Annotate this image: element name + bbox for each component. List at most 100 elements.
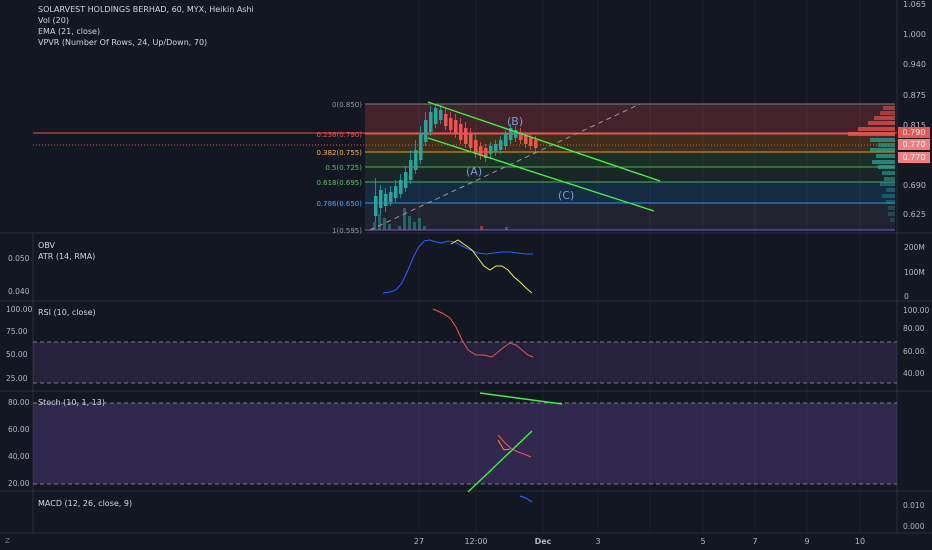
candle-body bbox=[444, 114, 448, 126]
stoch-d-line[interactable] bbox=[497, 434, 532, 458]
stoch-legend: Stoch (10, 1, 13) bbox=[38, 397, 105, 408]
dashed-trendline[interactable] bbox=[369, 103, 641, 231]
time-axis-label: 7 bbox=[752, 537, 757, 546]
candle-body bbox=[449, 118, 453, 130]
fib-level-1: 1(0.595) bbox=[332, 227, 362, 235]
stoch-left-axis[interactable]: 80.00 60.00 40.00 20.00 bbox=[8, 398, 30, 488]
axis-label: 100.00 bbox=[903, 306, 929, 315]
wave-label-b: (B) bbox=[507, 115, 523, 128]
fib-level-0: 0(0.850) bbox=[332, 101, 362, 109]
stoch-rising-trendline[interactable] bbox=[467, 430, 533, 493]
last-price-tag bbox=[898, 127, 930, 138]
obv-left-axis[interactable]: 0.050 0.040 bbox=[8, 254, 30, 296]
price-tag bbox=[898, 152, 930, 163]
axis-label: 50.00 bbox=[6, 350, 28, 359]
main-legend: SOLARVEST HOLDINGS BERHAD, 60, MYX, Heik… bbox=[38, 4, 254, 48]
fib-level-382: 0.382(0.755) bbox=[316, 149, 362, 157]
obv-right-axis[interactable]: 200M 100M 0 bbox=[904, 243, 925, 301]
candle-body bbox=[514, 130, 518, 138]
fib-level-618: 0.618(0.695) bbox=[316, 179, 362, 187]
candle-body bbox=[414, 150, 418, 170]
zoom-reset-button[interactable]: Z bbox=[5, 537, 10, 545]
candle-body bbox=[504, 134, 508, 146]
price-axis[interactable]: 1.065 1.000 0.940 0.875 0.815 0.690 0.62… bbox=[903, 0, 926, 219]
fib-level-236: 0.236(0.790) bbox=[316, 131, 362, 139]
stoch-k-line[interactable] bbox=[497, 439, 511, 451]
macd-legend: MACD (12, 26, close, 9) bbox=[38, 498, 132, 509]
candle-body bbox=[459, 124, 463, 140]
price-tag-value: 0.770 bbox=[903, 153, 926, 162]
symbol-title[interactable]: SOLARVEST HOLDINGS BERHAD, 60, MYX, Heik… bbox=[38, 5, 254, 14]
axis-label: 200M bbox=[904, 243, 925, 252]
time-axis[interactable]: 27 12:00 Dec 3 5 7 9 10 bbox=[414, 537, 865, 546]
candle-body bbox=[409, 160, 413, 180]
indicator-macd[interactable]: MACD (12, 26, close, 9) bbox=[38, 499, 133, 508]
time-axis-label: 5 bbox=[700, 537, 705, 546]
rsi-left-axis[interactable]: 100.00 75.00 50.00 25.00 bbox=[6, 305, 32, 383]
candle-body bbox=[509, 128, 513, 140]
indicator-vpvr[interactable]: VPVR (Number Of Rows, 24, Up/Down, 70) bbox=[38, 38, 208, 47]
volume-profile[interactable] bbox=[848, 106, 895, 222]
candlesticks[interactable] bbox=[374, 104, 538, 222]
price-tags: 0.790 0.770 0.770 bbox=[898, 127, 930, 163]
indicator-obv[interactable]: OBV bbox=[38, 241, 56, 250]
candle-body bbox=[529, 138, 533, 146]
rsi-right-axis[interactable]: 100.00 80.00 60.00 40.00 bbox=[903, 306, 929, 378]
price-axis-label: 0.690 bbox=[903, 181, 926, 190]
candle-body bbox=[439, 110, 443, 120]
axis-label: 20.00 bbox=[8, 479, 30, 488]
candle-body bbox=[374, 196, 378, 216]
candle-body bbox=[419, 134, 423, 160]
indicator-ema[interactable]: EMA (21, close) bbox=[38, 27, 101, 36]
candle-body bbox=[494, 144, 498, 152]
candle-body bbox=[489, 146, 493, 154]
candle-body bbox=[384, 194, 388, 206]
rsi-line[interactable] bbox=[432, 308, 534, 358]
axis-label: 80.00 bbox=[8, 398, 30, 407]
wave-label-a: (A) bbox=[466, 165, 482, 178]
indicator-vol[interactable]: Vol (20) bbox=[38, 16, 69, 25]
axis-label: 100M bbox=[904, 268, 925, 277]
vertical-grid bbox=[418, 0, 861, 533]
price-tag-value: 0.770 bbox=[903, 140, 926, 149]
axis-label: 25.00 bbox=[6, 374, 28, 383]
obv-legend: OBV ATR (14, RMA) bbox=[38, 240, 95, 262]
axis-label: 80.00 bbox=[903, 324, 925, 333]
axis-label: 0.040 bbox=[8, 287, 30, 296]
axis-label: 0.000 bbox=[903, 522, 925, 531]
time-axis-label: 12:00 bbox=[464, 537, 487, 546]
candle-body bbox=[474, 140, 478, 154]
fib-level-786: 0.786(0.650) bbox=[316, 200, 362, 208]
candle-body bbox=[534, 140, 538, 148]
channel-lower-line[interactable] bbox=[427, 137, 655, 212]
price-axis-label: 0.875 bbox=[903, 91, 926, 100]
time-axis-label: 10 bbox=[855, 537, 865, 546]
candle-body bbox=[524, 136, 528, 144]
indicator-stoch[interactable]: Stoch (10, 1, 13) bbox=[38, 398, 105, 407]
candle-body bbox=[404, 172, 408, 188]
candle-body bbox=[484, 148, 488, 158]
indicator-rsi[interactable]: RSI (10, close) bbox=[38, 308, 96, 317]
wave-label-c: (C) bbox=[558, 189, 574, 202]
candle-body bbox=[424, 120, 428, 142]
price-axis-label: 0.940 bbox=[903, 60, 926, 69]
candle-body bbox=[379, 190, 383, 208]
candle-body bbox=[499, 140, 503, 150]
axis-label: 40.00 bbox=[903, 369, 925, 378]
channel-upper-line[interactable] bbox=[427, 101, 661, 182]
time-axis-label: 9 bbox=[804, 537, 809, 546]
stoch-band bbox=[33, 403, 897, 484]
stoch-trendline[interactable] bbox=[479, 392, 563, 405]
candle-body bbox=[394, 186, 398, 198]
price-axis-label: 1.065 bbox=[903, 0, 926, 9]
candle-body bbox=[519, 132, 523, 140]
indicator-atr[interactable]: ATR (14, RMA) bbox=[38, 252, 96, 261]
obv-line[interactable] bbox=[382, 239, 533, 294]
time-axis-label: 3 bbox=[595, 537, 600, 546]
macd-right-axis[interactable]: 0.010 0.000 bbox=[903, 501, 925, 531]
macd-line[interactable] bbox=[519, 495, 533, 503]
atr-line[interactable] bbox=[450, 239, 533, 294]
axis-label: 40.00 bbox=[8, 452, 30, 461]
rsi-legend: RSI (10, close) bbox=[38, 307, 96, 318]
